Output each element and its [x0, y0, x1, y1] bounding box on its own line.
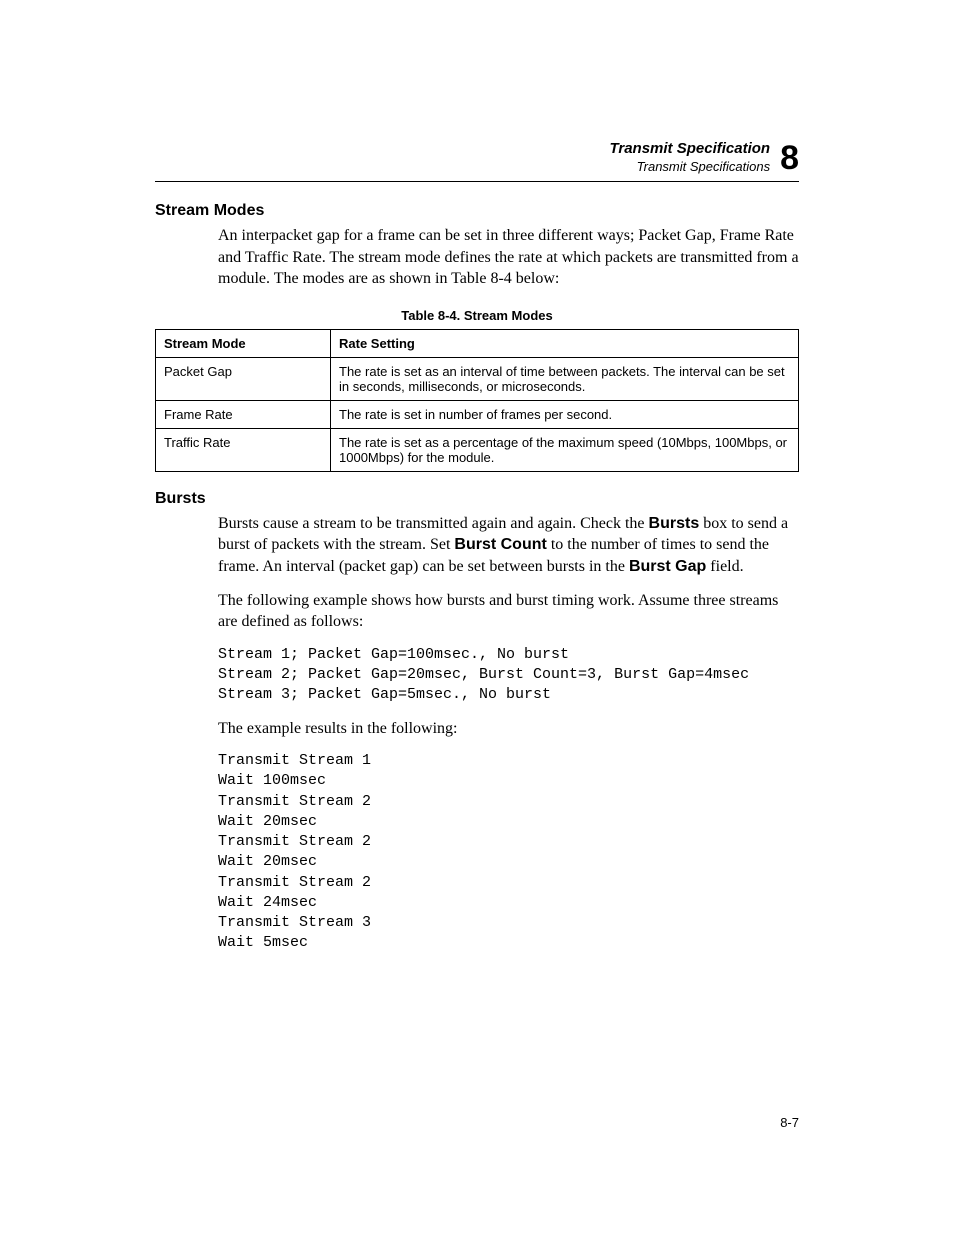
section-heading-stream-modes: Stream Modes	[155, 202, 799, 220]
running-header-inner: Transmit Specification Transmit Specific…	[155, 140, 799, 175]
code-block-result: Transmit Stream 1 Wait 100msec Transmit …	[218, 751, 799, 954]
running-header-text: Transmit Specification Transmit Specific…	[609, 140, 770, 175]
text-run: Bursts cause a stream to be transmitted …	[218, 515, 649, 532]
header-subtitle: Transmit Specifications	[609, 159, 770, 175]
table-caption: Table 8-4. Stream Modes	[155, 308, 799, 323]
page: Transmit Specification Transmit Specific…	[0, 0, 954, 1235]
table-header-cell: Rate Setting	[331, 329, 799, 357]
page-number: 8-7	[780, 1115, 799, 1130]
table-row: Packet Gap The rate is set as an interva…	[156, 357, 799, 400]
bold-run: Burst Gap	[629, 558, 706, 575]
bold-run: Bursts	[649, 515, 700, 532]
table-cell: The rate is set in number of frames per …	[331, 400, 799, 428]
bold-run: Burst Count	[454, 536, 546, 553]
page-content: Stream Modes An interpacket gap for a fr…	[155, 140, 799, 954]
table-row: Traffic Rate The rate is set as a percen…	[156, 428, 799, 471]
bursts-para2: The following example shows how bursts a…	[218, 590, 799, 633]
chapter-number: 8	[780, 141, 799, 175]
table-cell: Traffic Rate	[156, 428, 331, 471]
header-title: Transmit Specification	[609, 140, 770, 159]
bursts-para1: Bursts cause a stream to be transmitted …	[218, 513, 799, 578]
code-block-streams: Stream 1; Packet Gap=100msec., No burst …	[218, 645, 799, 706]
running-header: Transmit Specification Transmit Specific…	[155, 140, 799, 182]
table-cell: Packet Gap	[156, 357, 331, 400]
table-header-row: Stream Mode Rate Setting	[156, 329, 799, 357]
table-cell: Frame Rate	[156, 400, 331, 428]
table-cell: The rate is set as a percentage of the m…	[331, 428, 799, 471]
stream-modes-table: Stream Mode Rate Setting Packet Gap The …	[155, 329, 799, 472]
bursts-body: Bursts cause a stream to be transmitted …	[218, 513, 799, 954]
table-row: Frame Rate The rate is set in number of …	[156, 400, 799, 428]
stream-modes-intro: An interpacket gap for a frame can be se…	[218, 225, 799, 290]
section-heading-bursts: Bursts	[155, 490, 799, 508]
table-cell: The rate is set as an interval of time b…	[331, 357, 799, 400]
bursts-para3: The example results in the following:	[218, 718, 799, 740]
stream-modes-body: An interpacket gap for a frame can be se…	[218, 225, 799, 290]
table-header-cell: Stream Mode	[156, 329, 331, 357]
text-run: field.	[706, 558, 743, 575]
